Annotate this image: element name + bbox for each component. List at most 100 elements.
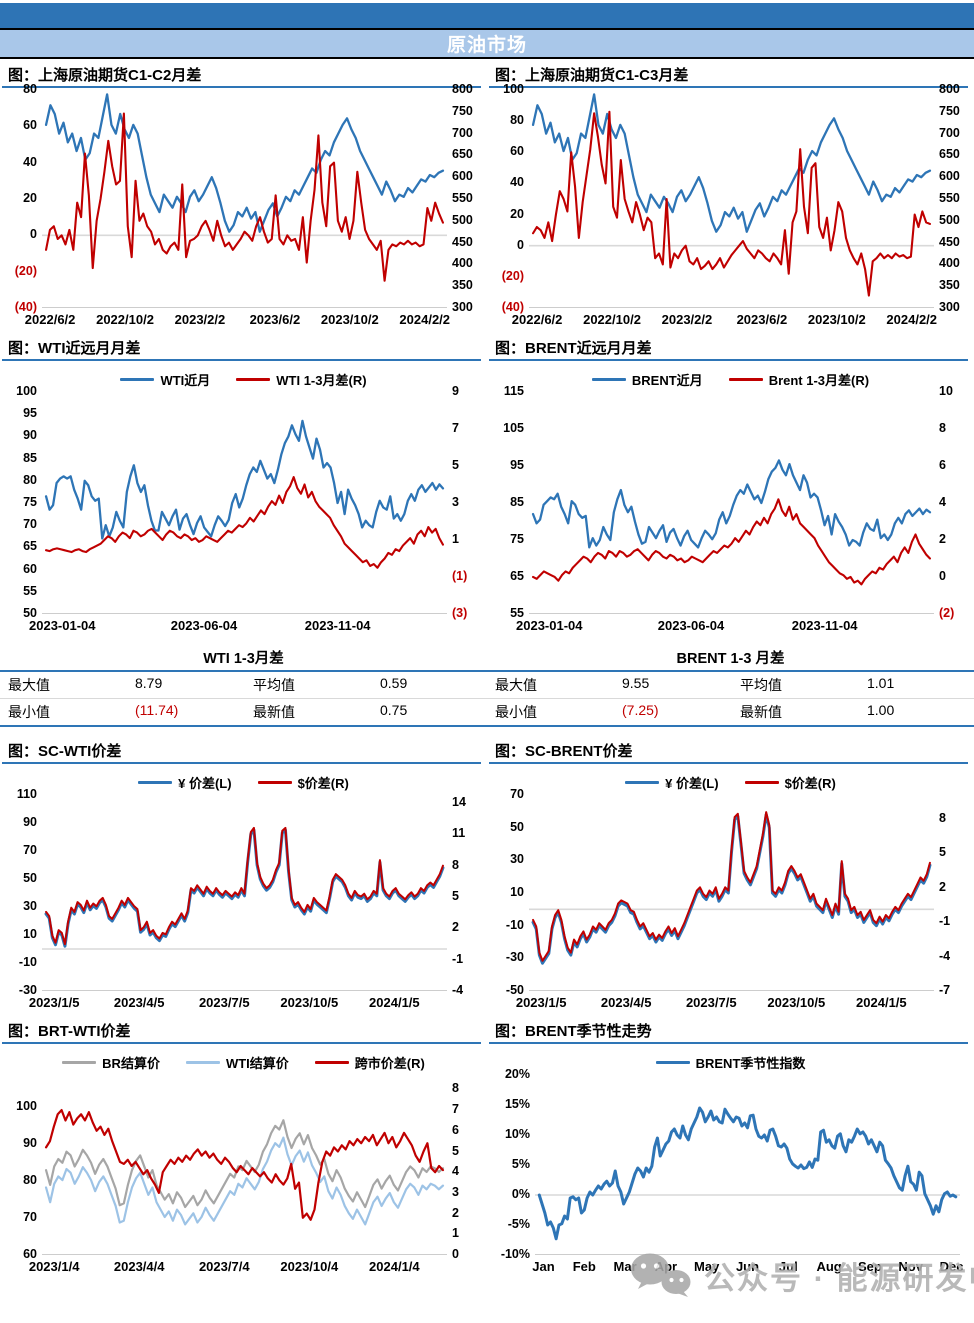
axis-tick: 115 — [503, 384, 524, 398]
axis-tick: 700 — [939, 125, 960, 140]
axis-tick: 10% — [504, 1126, 530, 1141]
x-axis-label: 2023-06-04 — [657, 618, 725, 633]
axis-tick: 550 — [939, 191, 960, 205]
series-¥ 价差(L) — [533, 815, 930, 964]
y-axis-left: 100 80 60 40 20 0 (20) (40) — [487, 82, 529, 314]
axis-tick: 100 — [16, 384, 37, 398]
plot-row: 100 95 90 85 80 75 70 65 60 55 50 9 7 5 3 1 (1) (3) — [0, 384, 487, 620]
stats-table: WTI 1-3月差 BRENT 1-3 月差 最大值 8.79 平均值 0.59… — [0, 644, 974, 727]
plot-area — [42, 795, 447, 991]
x-axis-label: Nov — [898, 1259, 923, 1274]
chart-sh-c1c3: 图：上海原油期货C1-C3月差 100 80 60 40 20 0 (20) (40) 800 75… — [487, 59, 974, 332]
legend-swatch-icon — [591, 377, 626, 382]
x-axis-label: Dec — [939, 1259, 964, 1274]
plot-row: 100 90 80 70 60 8 7 6 5 4 3 2 1 0 — [0, 1075, 487, 1261]
charts-grid-bottom: 图：SC-WTI价差 ¥ 价差(L) $价差(R) 110 90 70 50 30 10 -10-… — [0, 735, 974, 1279]
axis-tick: 350 — [452, 278, 473, 293]
axis-tick: 9 — [452, 384, 459, 398]
axis-tick: 2 — [452, 1205, 459, 1220]
axis-tick: 600 — [939, 169, 960, 184]
y-axis-right: 9 7 5 3 1 (1) (3) — [447, 384, 487, 620]
x-axis-label: 2023-01-04 — [516, 618, 583, 633]
legend-label: WTI结算价 — [225, 1056, 289, 1071]
series-SC原油期货价格 — [533, 94, 930, 231]
stats-title-brent: BRENT 1-3 月差 — [676, 651, 785, 667]
x-axis: Jan Feb Mar Apr May Jun Jul Aug Sep Nov Dec — [532, 1255, 963, 1279]
plot-row: 20% 15% 10% 5% 0% -5% -10% — [487, 1067, 974, 1261]
stats-title-wti: WTI 1-3月差 — [203, 651, 284, 667]
legend-swatch-icon — [257, 780, 292, 785]
legend-swatch-icon — [62, 1060, 97, 1065]
axis-tick: 100 — [16, 1099, 37, 1114]
axis-tick: 85 — [23, 450, 37, 465]
axis-tick: (20) — [501, 268, 524, 283]
axis-tick: 700 — [452, 125, 473, 140]
series-WTI结算价 — [46, 1138, 443, 1225]
stats-row: 最小值 (11.74) 最新值 0.75 — [0, 699, 487, 725]
x-axis-label: Jan — [532, 1259, 555, 1274]
legend-item: ¥ 价差(L) — [625, 773, 719, 792]
axis-tick: 50 — [23, 871, 37, 885]
x-axis: 2023/1/5 2023/4/5 2023/7/5 2023/10/5 2024/1/… — [516, 991, 934, 1015]
legend-item: WTI结算价 — [185, 1053, 289, 1072]
stats-row: 最大值 9.55 平均值 1.01 — [487, 672, 974, 698]
axis-tick: 95 — [510, 457, 524, 472]
x-axis-label: May — [694, 1259, 720, 1274]
chart-title: 图：SC-BRENT价差 — [489, 735, 968, 764]
axis-tick: -30 — [505, 950, 524, 965]
y-axis-left: 80 60 40 20 0 (20) (40) — [0, 82, 42, 314]
series-¥ 价差(L) — [46, 830, 443, 946]
chart-title: 图：WTI近远月月差 — [2, 332, 481, 361]
axis-tick: 350 — [939, 278, 960, 293]
axis-tick: 500 — [939, 212, 960, 227]
stat-label: 平均值 — [253, 677, 295, 693]
stat-label: 最新值 — [253, 704, 295, 720]
legend-swatch-icon — [314, 1060, 349, 1065]
x-axis-label: 2023-11-04 — [304, 618, 371, 633]
plot-area — [42, 392, 447, 614]
axis-tick: 40 — [510, 175, 524, 190]
axis-tick: 20% — [504, 1067, 530, 1081]
axis-tick: 750 — [452, 103, 473, 118]
x-axis-label: 2023/2/2 — [174, 312, 226, 327]
axis-tick: 400 — [452, 256, 473, 271]
x-axis-label: 2023-11-04 — [791, 618, 858, 633]
axis-tick: -50 — [505, 983, 524, 997]
axis-tick: 2 — [939, 531, 946, 546]
stat-value: 8.79 — [135, 675, 163, 691]
axis-tick: 5 — [452, 888, 459, 903]
axis-tick: 1 — [452, 1226, 459, 1241]
chart-title: 图：BRT-WTI价差 — [2, 1015, 481, 1044]
x-axis-label: 2024/1/5 — [856, 995, 907, 1010]
y-axis-right: 14 11 8 5 2 -1 -4 — [447, 795, 487, 997]
series-SC原油期货价格 — [46, 94, 443, 231]
axis-tick: 2 — [939, 879, 946, 894]
axis-tick: 450 — [452, 234, 473, 249]
axis-tick: 30 — [23, 898, 37, 913]
top-bar — [0, 3, 974, 30]
axis-tick: 650 — [452, 147, 473, 162]
legend-label: WTI 1-3月差(R) — [276, 373, 367, 388]
axis-tick: 450 — [939, 234, 960, 249]
axis-tick: 80 — [510, 113, 524, 128]
axis-tick: 8 — [452, 1081, 459, 1096]
x-axis-label: 2022/10/2 — [583, 312, 641, 327]
axis-tick: 0 — [517, 237, 524, 252]
plot-row: 80 60 40 20 0 (20) (40) 800 750 700 650 600 550 500 45… — [0, 82, 487, 314]
legend-label: $价差(R) — [784, 776, 836, 791]
axis-tick: (20) — [14, 263, 37, 278]
legend: BR结算价 WTI结算价 跨市价差(R) — [0, 1046, 487, 1073]
series-BRENT近月 — [533, 460, 930, 547]
x-axis: 2022/6/2 2022/10/2 2023/2/2 2023/6/2 2023/10… — [512, 308, 937, 332]
y-axis-right: 8 7 6 5 4 3 2 1 0 — [447, 1075, 487, 1261]
x-axis-label: 2023/6/2 — [736, 312, 788, 327]
series-$价差(R) — [533, 812, 930, 961]
banner: 原油市场 — [0, 30, 974, 59]
axis-tick: 300 — [939, 300, 960, 314]
axis-tick: 90 — [23, 428, 37, 443]
axis-tick: 5 — [452, 1143, 459, 1158]
x-axis-label: 2023/1/5 — [515, 995, 567, 1010]
axis-tick: 750 — [939, 103, 960, 118]
x-axis: 2023/1/4 2023/4/4 2023/7/4 2023/10/4 2024/1/… — [29, 1255, 447, 1279]
